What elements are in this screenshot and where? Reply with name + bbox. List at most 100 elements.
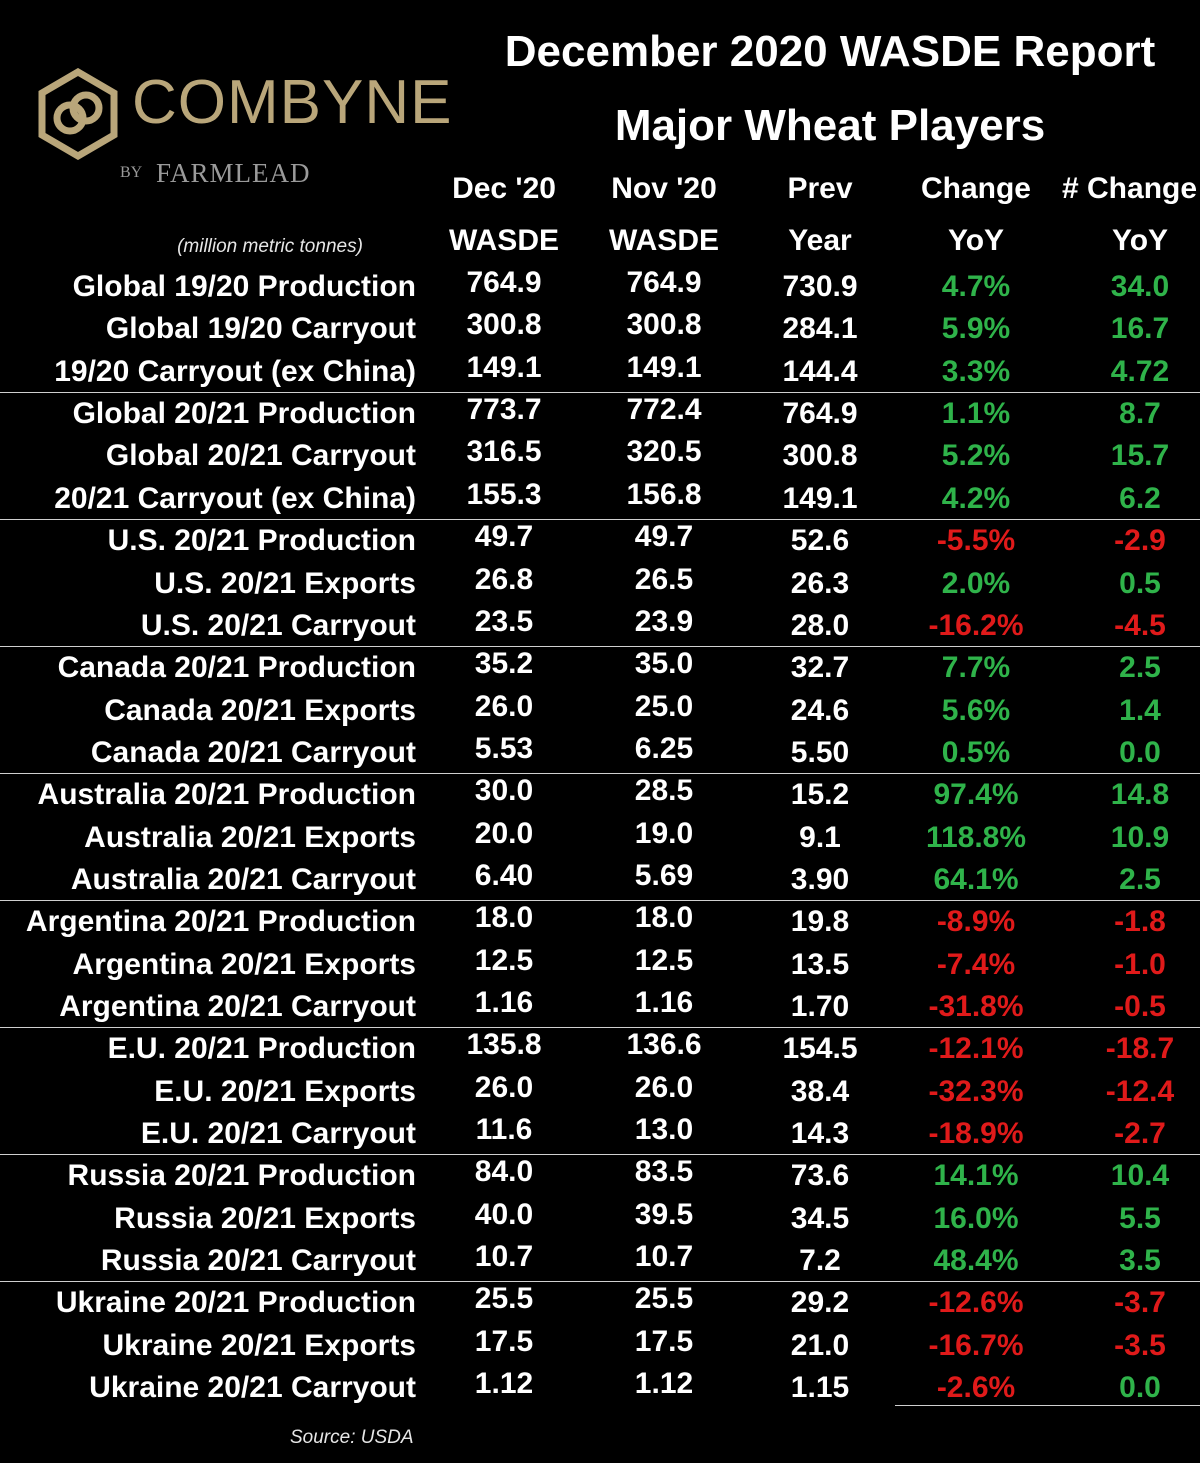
cell-chg: -1.8 (1114, 905, 1166, 939)
cell-chg: -1.0 (1114, 947, 1166, 981)
cell-prev: 144.4 (782, 354, 858, 388)
col-header-dec-line2: WASDE (448, 224, 559, 257)
cell-dec: 84.0 (474, 1155, 534, 1189)
row-label: Australia 20/21 Exports (84, 820, 416, 854)
table-row: Canada 20/21 Carryout 5.53 6.25 5.50 0.5% 0.0 (0, 732, 1200, 774)
cell-nov: 26.0 (634, 1070, 694, 1104)
report-title: December 2020 WASDE Report (504, 27, 1156, 76)
cell-chg: 4.72 (1110, 354, 1170, 388)
cell-prev: 73.6 (790, 1159, 850, 1193)
row-label: Canada 20/21 Carryout (90, 735, 416, 769)
cell-prev: 9.1 (799, 820, 841, 854)
cell-dec: 5.53 (474, 731, 534, 765)
cell-chg: 2.5 (1119, 862, 1161, 896)
table-row: E.U. 20/21 Carryout 11.6 13.0 14.3 -18.9% -2.… (0, 1113, 1200, 1155)
cell-prev: 7.2 (799, 1244, 841, 1278)
cell-prev: 24.6 (790, 693, 850, 727)
group-separator (0, 1027, 1200, 1029)
table-row: Global 19/20 Production 764.9 764.9 730.9 4.… (0, 266, 1200, 308)
cell-nov: 5.69 (634, 858, 694, 892)
col-header-nov-line1: Nov '20 (611, 172, 717, 205)
cell-pct: 16.0% (933, 1201, 1019, 1235)
table-row: U.S. 20/21 Production 49.7 49.7 52.6 -5.5% -2… (0, 520, 1200, 562)
cell-dec: 10.7 (474, 1240, 534, 1274)
cell-nov: 25.0 (634, 689, 694, 723)
table-row: Ukraine 20/21 Production 25.5 25.5 29.2 -12.… (0, 1282, 1200, 1324)
cell-prev: 730.9 (782, 270, 858, 303)
row-label: Global 20/21 Production (72, 397, 416, 431)
cell-pct: -7.4% (936, 947, 1016, 981)
cell-dec: 1.16 (474, 986, 534, 1019)
col-header-change-line1: Change (920, 172, 1031, 205)
cell-pct: 118.8% (925, 820, 1027, 854)
col-header-nov-line2: WASDE (608, 224, 719, 257)
cell-prev: 19.8 (790, 905, 850, 939)
cell-chg: 34.0 (1110, 270, 1170, 303)
row-label: Canada 20/21 Exports (104, 693, 416, 727)
cell-prev: 1.70 (790, 990, 850, 1023)
table-row: Argentina 20/21 Exports 12.5 12.5 13.5 -7.4%… (0, 944, 1200, 986)
cell-chg: -12.4 (1105, 1074, 1175, 1108)
table-row: U.S. 20/21 Exports 26.8 26.5 26.3 2.0% 0.5 (0, 563, 1200, 605)
cell-nov: 300.8 (626, 308, 702, 342)
cell-dec: 773.7 (466, 393, 542, 427)
cell-prev: 15.2 (790, 778, 850, 812)
cell-chg: 8.7 (1119, 397, 1161, 431)
cell-pct: -8.9% (936, 905, 1016, 939)
cell-dec: 26.0 (474, 1070, 534, 1104)
row-label: Argentina 20/21 Exports (72, 947, 416, 981)
cell-pct: 5.9% (941, 312, 1011, 346)
row-label: 20/21 Carryout (ex China) (54, 481, 416, 515)
cell-nov: 6.25 (634, 731, 694, 765)
cell-pct: 48.4% (933, 1244, 1019, 1278)
table-row: Russia 20/21 Production 84.0 83.5 73.6 14.1%… (0, 1155, 1200, 1197)
row-label: E.U. 20/21 Carryout (140, 1117, 416, 1150)
cell-pct: 4.2% (941, 481, 1011, 515)
cell-pct: -12.1% (928, 1032, 1024, 1066)
cell-prev: 764.9 (782, 397, 858, 431)
cell-prev: 13.5 (790, 947, 850, 981)
cell-nov: 19.0 (634, 816, 694, 850)
cell-chg: -3.7 (1114, 1286, 1166, 1320)
table-row: 19/20 Carryout (ex China) 149.1 149.1 144.4… (0, 351, 1200, 393)
row-label: Global 20/21 Carryout (105, 439, 416, 473)
cell-dec: 23.5 (474, 604, 534, 638)
cell-prev: 1.15 (790, 1371, 850, 1405)
cell-dec: 316.5 (466, 435, 542, 469)
cell-dec: 49.7 (474, 520, 534, 554)
col-header-prev-line1: Prev (787, 172, 853, 205)
cell-chg: -4.5 (1114, 608, 1166, 642)
row-label: Argentina 20/21 Production (25, 905, 416, 939)
cell-nov: 10.7 (634, 1240, 694, 1274)
units-note: (million metric tonnes) (177, 236, 363, 257)
group-separator (0, 773, 1200, 775)
group-separator (0, 900, 1200, 902)
cell-nov: 772.4 (626, 393, 702, 427)
logo-brand: COMBYNE (132, 68, 453, 137)
cell-chg: -18.7 (1105, 1032, 1175, 1066)
table-row: Ukraine 20/21 Carryout 1.12 1.12 1.15 -2.6% 0… (0, 1367, 1200, 1409)
row-label: Ukraine 20/21 Carryout (89, 1371, 416, 1405)
cell-chg: 0.5 (1119, 566, 1161, 600)
cell-pct: -16.2% (928, 608, 1024, 642)
table-row: Canada 20/21 Exports 26.0 25.0 24.6 5.6% 1.4 (0, 690, 1200, 732)
cell-nov: 17.5 (634, 1324, 694, 1358)
col-header-prev-line2: Year (788, 224, 852, 257)
cell-prev: 26.3 (790, 566, 850, 600)
row-label: Canada 20/21 Production (57, 651, 416, 685)
row-label: Australia 20/21 Carryout (70, 862, 416, 896)
col-header-num-change-line2: YoY (1111, 224, 1169, 257)
cell-prev: 149.1 (782, 481, 858, 515)
cell-chg: 10.4 (1110, 1159, 1170, 1193)
group-separator (0, 1281, 1200, 1283)
row-label: Ukraine 20/21 Production (55, 1286, 416, 1320)
cell-nov: 156.8 (626, 477, 702, 511)
cell-pct: -12.6% (928, 1286, 1024, 1320)
cell-pct: 4.7% (941, 270, 1011, 303)
cell-pct: -16.7% (928, 1328, 1024, 1362)
cell-nov: 136.6 (626, 1028, 702, 1062)
cell-chg: 0.0 (1119, 1371, 1161, 1405)
cell-dec: 12.5 (474, 943, 534, 977)
col-header-change-line2: YoY (947, 224, 1005, 257)
cell-dec: 26.0 (474, 689, 534, 723)
